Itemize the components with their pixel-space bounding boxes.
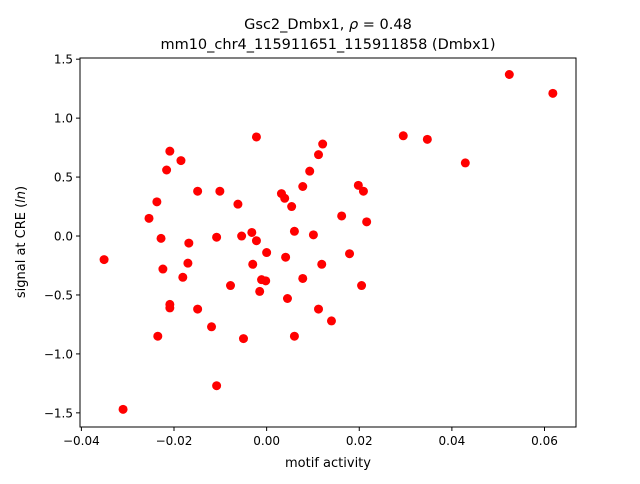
data-point: [318, 139, 328, 149]
data-points: [99, 70, 558, 414]
data-point: [158, 264, 168, 274]
data-point: [153, 331, 163, 341]
data-point: [178, 272, 188, 282]
y-tick-label: −0.5: [44, 288, 73, 302]
data-point: [144, 213, 154, 223]
data-point: [251, 132, 261, 142]
data-point: [247, 227, 257, 237]
y-axis: −1.5 −1.0 −0.5 0.0 0.5 1.0 1.5: [44, 53, 80, 420]
data-point: [99, 255, 109, 265]
data-point: [255, 286, 265, 296]
data-point: [248, 259, 258, 269]
data-point: [212, 381, 222, 391]
data-point: [326, 316, 336, 326]
data-point: [289, 331, 299, 341]
data-point: [156, 233, 166, 243]
x-tick-label: 0.00: [253, 434, 280, 448]
y-tick-label: 0.5: [54, 171, 73, 185]
y-tick-label: −1.0: [44, 347, 73, 361]
y-tick-label: 0.0: [54, 230, 73, 244]
data-point: [281, 252, 291, 262]
data-point: [314, 150, 324, 160]
data-point: [345, 249, 355, 259]
data-point: [212, 232, 222, 242]
data-point: [238, 334, 248, 344]
data-point: [207, 322, 217, 332]
x-tick-label: 0.02: [346, 434, 373, 448]
data-point: [548, 88, 558, 98]
data-point: [353, 180, 363, 190]
data-point: [504, 70, 514, 80]
data-point: [118, 404, 128, 414]
data-point: [358, 186, 368, 196]
y-tick-label: −1.5: [44, 406, 73, 420]
chart-title-line2: mm10_chr4_115911651_115911858 (Dmbx1): [160, 37, 495, 53]
x-axis-label: motif activity: [285, 456, 371, 471]
data-point: [337, 211, 347, 221]
data-point: [460, 158, 470, 168]
plot-frame: [79, 57, 577, 428]
y-tick-label: 1.0: [54, 112, 73, 126]
data-point: [165, 146, 175, 156]
data-point: [184, 238, 194, 248]
data-point: [193, 186, 203, 196]
data-point: [261, 276, 271, 286]
data-point: [282, 293, 292, 303]
data-point: [289, 226, 299, 236]
data-point: [357, 281, 367, 291]
x-tick-label: 0.04: [439, 434, 466, 448]
data-point: [362, 217, 372, 227]
data-point: [176, 156, 186, 166]
data-point: [165, 299, 175, 309]
y-axis-label: signal at CRE (ln): [14, 186, 29, 298]
data-point: [183, 258, 193, 268]
data-point: [314, 304, 324, 314]
data-point: [262, 248, 272, 258]
data-point: [251, 236, 261, 246]
data-point: [298, 182, 308, 192]
data-point: [226, 281, 236, 291]
data-point: [398, 131, 408, 141]
data-point: [233, 199, 243, 209]
data-point: [287, 202, 297, 212]
data-point: [280, 193, 290, 203]
y-tick-label: 1.5: [54, 53, 73, 67]
data-point: [237, 231, 247, 241]
data-point: [308, 230, 318, 240]
x-axis: −0.04 −0.02 0.00 0.02 0.04 0.06: [63, 427, 558, 448]
x-tick-label: −0.02: [156, 434, 193, 448]
data-point: [317, 259, 327, 269]
data-point: [152, 197, 162, 207]
x-tick-label: −0.04: [63, 434, 100, 448]
data-point: [215, 186, 225, 196]
x-tick-label: 0.06: [531, 434, 558, 448]
data-point: [298, 273, 308, 283]
data-point: [305, 166, 315, 176]
data-point: [422, 134, 432, 144]
data-point: [193, 304, 203, 314]
data-point: [162, 165, 172, 175]
chart-title-line1: Gsc2_Dmbx1, ρ = 0.48: [244, 17, 412, 33]
